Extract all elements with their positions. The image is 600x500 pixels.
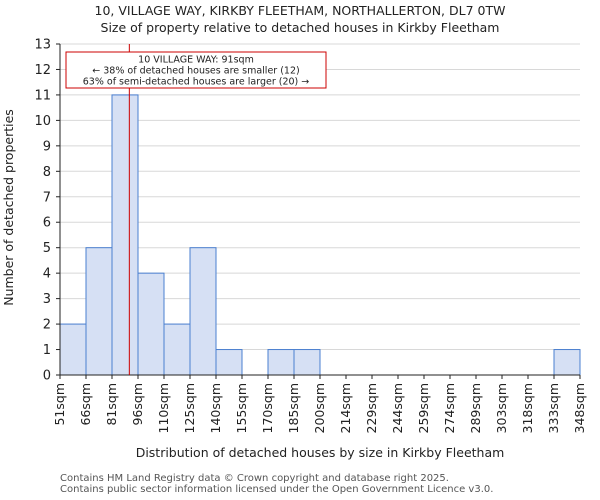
x-tick-label: 170sqm <box>260 383 275 433</box>
footer-licence: Contains public sector information licen… <box>60 484 494 495</box>
x-tick-label: 185sqm <box>286 383 301 433</box>
x-axis-title: Distribution of detached houses by size … <box>136 445 505 460</box>
y-tick-label: 12 <box>34 63 51 78</box>
x-tick-label: 244sqm <box>390 383 405 433</box>
x-tick-label: 348sqm <box>572 383 587 433</box>
x-tick-label: 81sqm <box>104 383 119 426</box>
y-tick-label: 10 <box>34 114 51 129</box>
x-tick-label: 51sqm <box>52 383 67 426</box>
y-tick-label: 7 <box>43 190 51 205</box>
chart-subtitle: Size of property relative to detached ho… <box>100 20 500 35</box>
histogram-bar <box>111 94 139 376</box>
annotation-smaller: ← 38% of detached houses are smaller (12… <box>92 66 299 77</box>
histogram-bar <box>85 247 113 376</box>
y-tick-label: 1 <box>43 343 51 358</box>
histogram-bar <box>267 349 295 376</box>
y-tick-label: 4 <box>43 267 51 282</box>
x-tick-label: 125sqm <box>182 383 197 433</box>
histogram-bar <box>137 272 165 376</box>
y-tick-label: 2 <box>43 318 51 333</box>
x-tick-label: 333sqm <box>546 383 561 433</box>
histogram-bar <box>293 349 321 376</box>
y-tick-label: 3 <box>43 292 51 307</box>
y-tick-label: 8 <box>43 165 51 180</box>
x-tick-label: 200sqm <box>312 383 327 433</box>
x-tick-label: 229sqm <box>364 383 379 433</box>
y-axis-title: Number of detached properties <box>1 109 16 306</box>
x-tick-label: 289sqm <box>468 383 483 433</box>
y-tick-label: 13 <box>34 38 51 53</box>
x-tick-label: 66sqm <box>78 383 93 426</box>
histogram-bar <box>189 247 217 376</box>
x-tick-label: 259sqm <box>416 383 431 433</box>
annotation-box <box>65 51 327 89</box>
x-tick-label: 274sqm <box>442 383 457 433</box>
footer-copyright: Contains HM Land Registry data © Crown c… <box>60 473 449 484</box>
histogram-bar <box>553 349 581 376</box>
histogram-bar <box>59 323 87 376</box>
x-tick-label: 303sqm <box>494 383 509 433</box>
x-tick-label: 214sqm <box>338 383 353 433</box>
annotation-larger: 63% of semi-detached houses are larger (… <box>83 77 310 88</box>
x-tick-label: 110sqm <box>156 383 171 433</box>
x-tick-label: 140sqm <box>208 383 223 433</box>
y-tick-label: 9 <box>43 139 51 154</box>
y-tick-label: 5 <box>43 241 51 256</box>
y-tick-label: 11 <box>34 88 51 103</box>
histogram-bar <box>215 349 243 376</box>
y-tick-label: 6 <box>43 216 51 231</box>
x-tick-label: 155sqm <box>234 383 249 433</box>
histogram-bar <box>163 323 191 376</box>
chart-title: 10, VILLAGE WAY, KIRKBY FLEETHAM, NORTHA… <box>94 3 506 18</box>
y-tick-label: 0 <box>43 369 51 384</box>
x-tick-label: 96sqm <box>130 383 145 426</box>
x-tick-label: 318sqm <box>520 383 535 433</box>
annotation-title: 10 VILLAGE WAY: 91sqm <box>138 55 254 66</box>
